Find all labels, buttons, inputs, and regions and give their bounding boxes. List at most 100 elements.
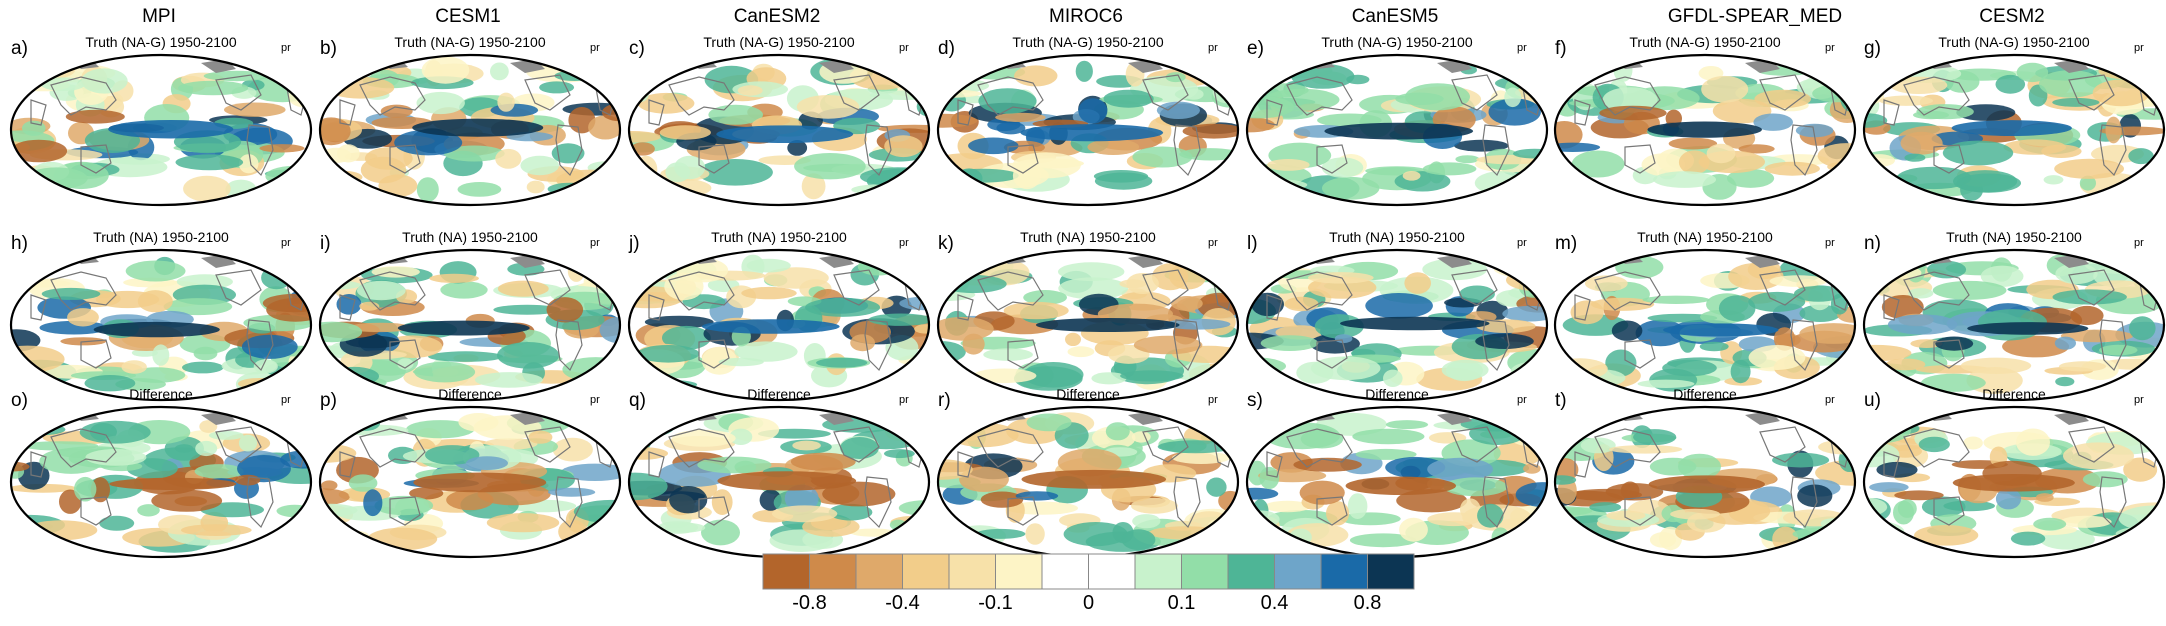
panel-title: Truth (NA-G) 1950-2100: [1629, 34, 1781, 50]
map-panel: r) Difference pr: [936, 382, 1240, 562]
panel-title: Truth (NA) 1950-2100: [93, 229, 229, 245]
colorbar-swatch: [995, 553, 1043, 590]
variable-label: pr: [590, 42, 600, 54]
column-title: MPI: [142, 6, 176, 27]
variable-label: pr: [590, 394, 600, 406]
map-field: [1553, 248, 1857, 402]
map-field: [9, 405, 313, 559]
map-field: [936, 405, 1240, 559]
panel-letter: s): [1247, 390, 1263, 411]
colorbar-swatch: [1088, 553, 1136, 590]
panel-letter: m): [1555, 233, 1578, 254]
colorbar-tick-label: -0.8: [792, 592, 827, 614]
panel-title: Difference: [1056, 386, 1120, 402]
map-panel: i) Truth (NA) 1950-2100 pr: [318, 225, 622, 405]
panel-letter: f): [1555, 38, 1567, 59]
colorbar-swatch: [1274, 553, 1322, 590]
map-panel: o) Difference pr: [9, 382, 313, 562]
panel-letter: r): [938, 390, 951, 411]
column-title: CESM1: [435, 6, 501, 27]
panel-letter: i): [320, 233, 331, 254]
panel-letter: o): [11, 390, 28, 411]
panel-letter: q): [629, 390, 646, 411]
map-panel: s) Difference pr: [1245, 382, 1549, 562]
column-title: GFDL-SPEAR_MED: [1667, 6, 1843, 27]
map-field: [9, 248, 313, 402]
colorbar-tick-label: -0.1: [978, 592, 1013, 614]
panel-title: Truth (NA-G) 1950-2100: [1012, 34, 1164, 50]
colorbar-tick-label: 0.8: [1353, 592, 1382, 614]
map-panel: e) Truth (NA-G) 1950-2100 pr: [1245, 30, 1549, 210]
variable-label: pr: [590, 237, 600, 249]
map-panel: t) Difference pr: [1553, 382, 1857, 562]
map-field: [627, 405, 931, 559]
panel-title: Truth (NA) 1950-2100: [1637, 229, 1773, 245]
map-field: [1553, 405, 1857, 559]
colorbar-swatch: [1181, 553, 1229, 590]
map-field: [9, 53, 313, 207]
colorbar-swatch: [948, 553, 996, 590]
colorbar-tick-label: -0.4: [885, 592, 920, 614]
variable-label: pr: [1208, 42, 1218, 54]
map-panel: p) Difference pr: [318, 382, 622, 562]
map-panel: g) Truth (NA-G) 1950-2100 pr: [1862, 30, 2166, 210]
variable-label: pr: [1517, 394, 1527, 406]
variable-label: pr: [2134, 42, 2144, 54]
panel-title: Difference: [1982, 386, 2046, 402]
variable-label: pr: [1517, 237, 1527, 249]
map-field: [1245, 53, 1549, 207]
map-field: [1862, 248, 2166, 402]
variable-label: pr: [1208, 237, 1218, 249]
panel-letter: n): [1864, 233, 1881, 254]
map-panel: k) Truth (NA) 1950-2100 pr: [936, 225, 1240, 405]
panel-letter: k): [938, 233, 954, 254]
map-field: [1245, 405, 1549, 559]
colorbar-swatch: [1041, 553, 1089, 590]
panel-title: Truth (NA-G) 1950-2100: [1321, 34, 1473, 50]
variable-label: pr: [1825, 237, 1835, 249]
panel-title: Difference: [129, 386, 193, 402]
variable-label: pr: [899, 42, 909, 54]
map-field: [627, 53, 931, 207]
panel-title: Difference: [1673, 386, 1737, 402]
map-field: [627, 248, 931, 402]
panel-letter: l): [1247, 233, 1258, 254]
variable-label: pr: [2134, 394, 2144, 406]
panel-title: Truth (NA-G) 1950-2100: [1938, 34, 2090, 50]
map-panel: n) Truth (NA) 1950-2100 pr: [1862, 225, 2166, 405]
map-panel: d) Truth (NA-G) 1950-2100 pr: [936, 30, 1240, 210]
map-field: [1862, 405, 2166, 559]
colorbar-swatch: [1227, 553, 1275, 590]
panel-title: Truth (NA) 1950-2100: [711, 229, 847, 245]
variable-label: pr: [1825, 42, 1835, 54]
colorbar-swatch: [902, 553, 950, 590]
panel-title: Difference: [747, 386, 811, 402]
colorbar-swatch: [1134, 553, 1182, 590]
map-panel: h) Truth (NA) 1950-2100 pr: [9, 225, 313, 405]
map-field: [1553, 53, 1857, 207]
panel-letter: g): [1864, 38, 1881, 59]
colorbar-tick-label: 0: [1082, 592, 1095, 614]
map-panel: c) Truth (NA-G) 1950-2100 pr: [627, 30, 931, 210]
panel-title: Truth (NA-G) 1950-2100: [703, 34, 855, 50]
colorbar-swatch: [762, 553, 810, 590]
panel-title: Truth (NA) 1950-2100: [1946, 229, 2082, 245]
panel-title: Difference: [438, 386, 502, 402]
variable-label: pr: [1517, 42, 1527, 54]
map-panel: l) Truth (NA) 1950-2100 pr: [1245, 225, 1549, 405]
panel-title: Difference: [1365, 386, 1429, 402]
colorbar-tick-label: 0.4: [1260, 592, 1289, 614]
panel-letter: u): [1864, 390, 1881, 411]
colorbar-swatch: [1367, 553, 1415, 590]
column-title: MIROC6: [1049, 6, 1123, 27]
colorbar-tick-label: 0.1: [1167, 592, 1196, 614]
panel-letter: t): [1555, 390, 1567, 411]
colorbar-swatch: [855, 553, 903, 590]
variable-label: pr: [1825, 394, 1835, 406]
map-panel: m) Truth (NA) 1950-2100 pr: [1553, 225, 1857, 405]
colorbar-swatch: [809, 553, 857, 590]
panel-letter: e): [1247, 38, 1264, 59]
variable-label: pr: [899, 237, 909, 249]
panel-title: Truth (NA-G) 1950-2100: [394, 34, 546, 50]
map-panel: b) Truth (NA-G) 1950-2100 pr: [318, 30, 622, 210]
